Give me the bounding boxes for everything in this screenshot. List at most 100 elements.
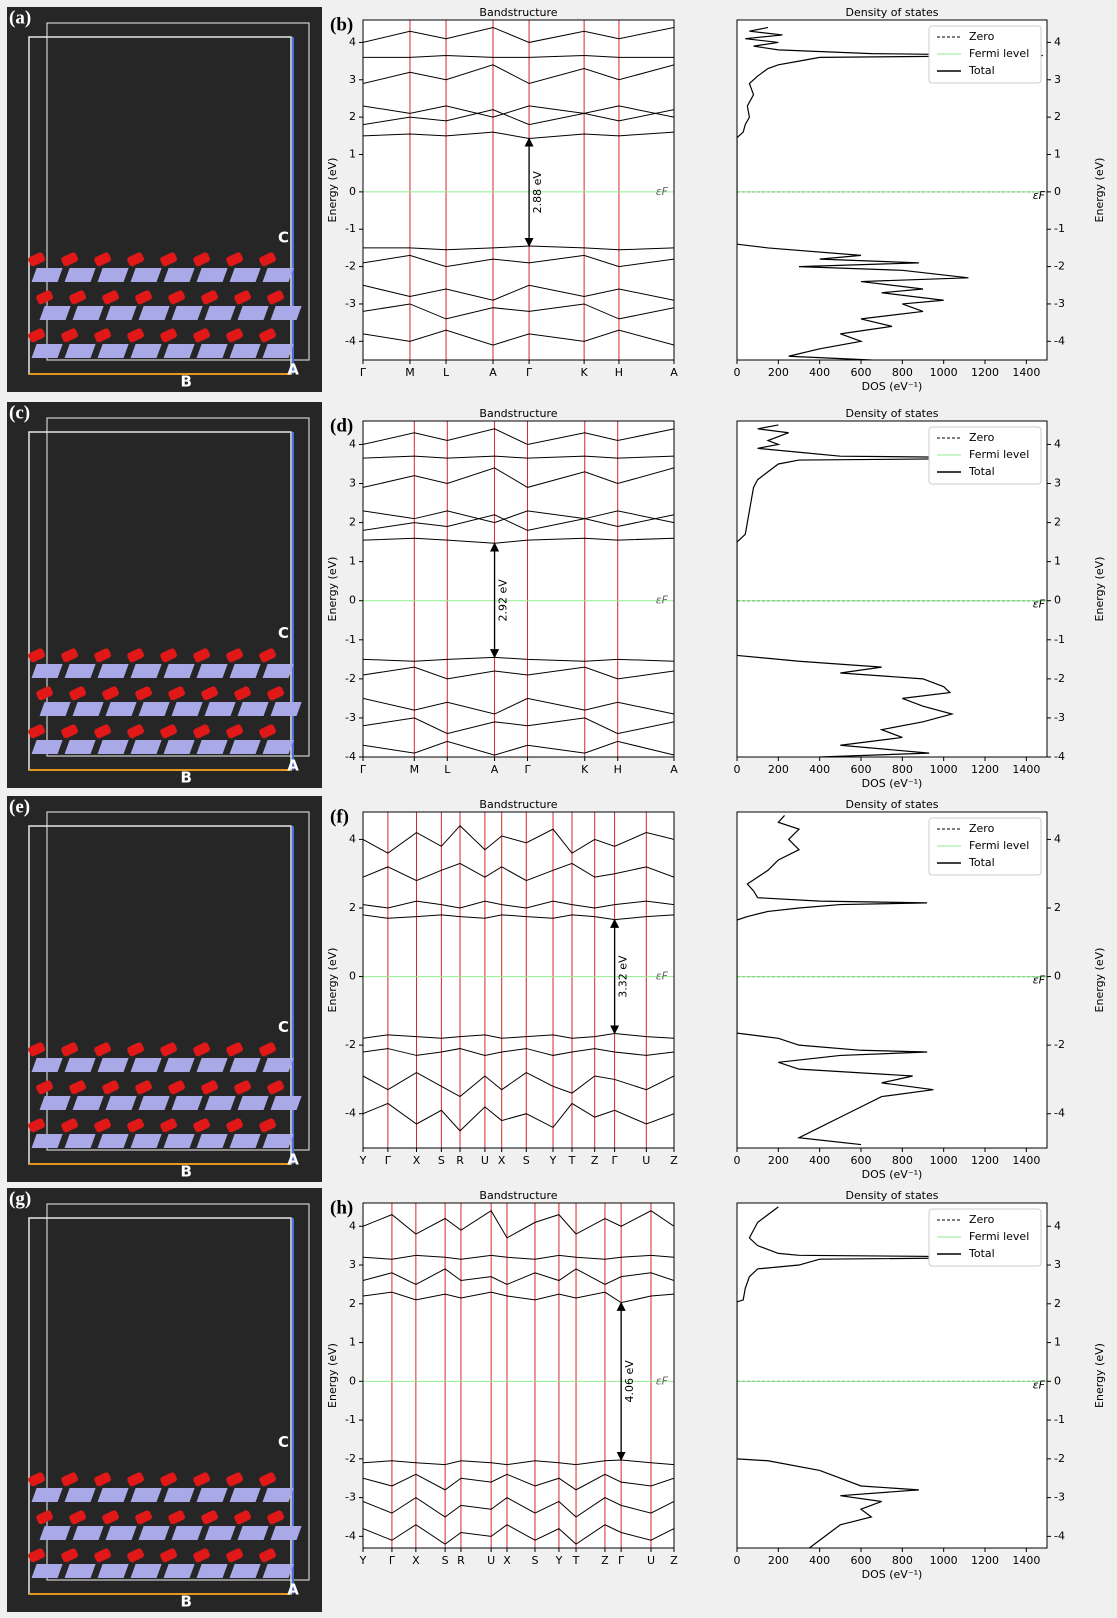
x-tick-label: X (498, 1154, 506, 1167)
molecule-body (205, 1096, 236, 1110)
y-tick-label: -2 (1054, 672, 1065, 685)
molecule-body (65, 1488, 96, 1502)
molecule-body (164, 1488, 195, 1502)
y-axis-label: Energy (eV) (326, 557, 339, 622)
gap-label: 3.32 eV (617, 955, 630, 998)
molecule-body (172, 1526, 203, 1540)
y-tick-label: 2 (349, 516, 356, 529)
y-tick-label: -3 (345, 711, 356, 724)
molecule-body (172, 1096, 203, 1110)
x-axis-label: DOS (eV⁻¹) (862, 380, 923, 393)
molecule-body (164, 1058, 195, 1072)
molecule-body (263, 268, 294, 282)
y-tick-label: 3 (349, 1258, 356, 1271)
y-tick-label: -2 (1054, 260, 1065, 273)
molecule-body (197, 1134, 228, 1148)
legend-label: Fermi level (969, 448, 1029, 461)
x-tick-label: 800 (892, 1554, 913, 1567)
y-axis-label: Energy (eV) (1093, 948, 1106, 1013)
molecule-body (230, 344, 261, 358)
fermi-label: εF (656, 970, 669, 983)
y-tick-label: 0 (349, 1374, 356, 1387)
x-tick-label: 1200 (971, 1154, 999, 1167)
molecule-body (40, 1096, 71, 1110)
x-tick-label: Z (601, 1554, 609, 1567)
molecule-body (238, 702, 269, 716)
y-tick-label: -1 (345, 633, 356, 646)
molecule-body (230, 664, 261, 678)
molecule-body (32, 268, 63, 282)
molecule-body (271, 702, 302, 716)
molecule-body (98, 1488, 129, 1502)
molecule-body (32, 1564, 63, 1578)
x-tick-label: L (443, 366, 450, 379)
x-tick-label: 1200 (971, 366, 999, 379)
molecule-body (139, 702, 170, 716)
y-tick-label: 2 (1054, 901, 1061, 914)
x-tick-label: 600 (851, 1154, 872, 1167)
molecule-body (73, 702, 104, 716)
molecule-body (65, 344, 96, 358)
x-tick-label: T (568, 1154, 576, 1167)
x-tick-label: 0 (734, 366, 741, 379)
molecule-body (164, 268, 195, 282)
molecule-body (263, 1488, 294, 1502)
x-tick-label: 800 (892, 366, 913, 379)
y-tick-label: 2 (349, 110, 356, 123)
molecule-body (271, 306, 302, 320)
x-tick-label: Γ (612, 1154, 619, 1167)
y-tick-label: -2 (345, 1452, 356, 1465)
y-tick-label: -1 (345, 222, 356, 235)
fermi-label: εF (1033, 598, 1046, 611)
chart-title: Density of states (845, 6, 938, 19)
chart-title: Density of states (845, 798, 938, 811)
x-tick-label: R (456, 1154, 464, 1167)
x-tick-label: X (503, 1554, 511, 1567)
molecule-body (98, 740, 129, 754)
x-tick-label: 1400 (1012, 1154, 1040, 1167)
x-tick-label: 200 (768, 1554, 789, 1567)
chart-title: Density of states (845, 1189, 938, 1202)
molecule-body (271, 1526, 302, 1540)
x-tick-label: 800 (892, 763, 913, 776)
y-axis-label: Energy (eV) (326, 158, 339, 223)
legend-label: Fermi level (969, 1230, 1029, 1243)
molecule-body (131, 1058, 162, 1072)
molecule-body (73, 1096, 104, 1110)
molecule-body (230, 740, 261, 754)
molecule-body (32, 1488, 63, 1502)
gap-label: 2.92 eV (497, 579, 510, 622)
legend-label: Total (968, 1247, 995, 1260)
x-tick-label: 1000 (930, 1554, 958, 1567)
x-tick-label: A (489, 366, 497, 379)
molecule-body (263, 740, 294, 754)
fermi-label: εF (1033, 189, 1046, 202)
molecule-body (197, 1488, 228, 1502)
molecule-body (197, 664, 228, 678)
molecule-body (32, 344, 63, 358)
y-tick-label: -3 (1054, 711, 1065, 724)
y-tick-label: 0 (349, 970, 356, 983)
fermi-label: εF (656, 185, 669, 198)
molecule-body (65, 664, 96, 678)
axis-label: A (287, 1581, 299, 1599)
gap-label: 2.88 eV (531, 171, 544, 214)
molecule-body (230, 268, 261, 282)
figure: (a)CBA(c)CBA(e)CBA(g)CBAΓMLAΓKHAεF2.88 e… (0, 0, 1117, 1614)
molecule-body (73, 306, 104, 320)
y-tick-label: 4 (1054, 1219, 1061, 1232)
molecule-body (197, 1058, 228, 1072)
x-tick-label: 1400 (1012, 366, 1040, 379)
x-tick-label: U (642, 1154, 650, 1167)
molecule-body (197, 344, 228, 358)
molecule-body (197, 268, 228, 282)
chart-title: Density of states (845, 407, 938, 420)
x-tick-label: 200 (768, 1154, 789, 1167)
y-tick-label: 0 (349, 185, 356, 198)
molecule-body (73, 1526, 104, 1540)
y-tick-label: 2 (1054, 1297, 1061, 1310)
molecule-body (263, 1134, 294, 1148)
molecule-body (65, 268, 96, 282)
molecule-body (205, 1526, 236, 1540)
x-tick-label: 400 (809, 366, 830, 379)
